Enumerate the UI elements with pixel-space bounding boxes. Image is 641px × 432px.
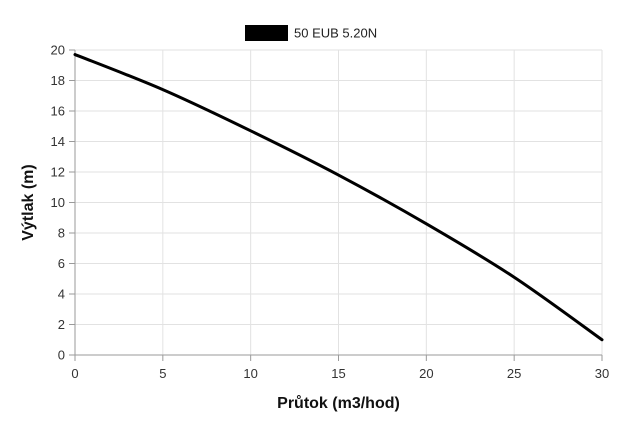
y-tick-label: 20 <box>51 43 65 58</box>
axes: 0 5 10 15 20 25 30 0 2 4 6 8 10 12 14 16 18 20 <box>51 43 610 382</box>
x-tick-label: 0 <box>71 366 78 381</box>
x-axis-title: Průtok (m3/hod) <box>277 395 400 412</box>
series-line[interactable] <box>73 53 604 342</box>
y-tick-label: 2 <box>58 317 65 332</box>
legend[interactable]: 50 EUB 5.20N <box>245 25 377 41</box>
series-layer <box>73 53 604 342</box>
y-tick-label: 4 <box>58 287 65 302</box>
y-tick-label: 16 <box>51 104 65 119</box>
legend-swatch[interactable] <box>245 25 288 41</box>
y-tick-label: 18 <box>51 73 65 88</box>
x-tick-label: 10 <box>243 366 257 381</box>
y-tick-label: 0 <box>58 348 65 363</box>
x-tick-label: 15 <box>331 366 345 381</box>
grid <box>75 49 603 355</box>
x-tick-label: 25 <box>507 366 521 381</box>
y-tick-label: 6 <box>58 256 65 271</box>
y-axis-title: Výtlak (m) <box>20 164 37 240</box>
y-tick-label: 10 <box>51 195 65 210</box>
y-tick-label: 8 <box>58 226 65 241</box>
x-tick-label: 20 <box>419 366 433 381</box>
x-tick-label: 30 <box>595 366 609 381</box>
x-tick-label: 5 <box>159 366 166 381</box>
y-tick-label: 12 <box>51 165 65 180</box>
legend-label[interactable]: 50 EUB 5.20N <box>294 26 377 41</box>
y-tick-label: 14 <box>51 134 65 149</box>
